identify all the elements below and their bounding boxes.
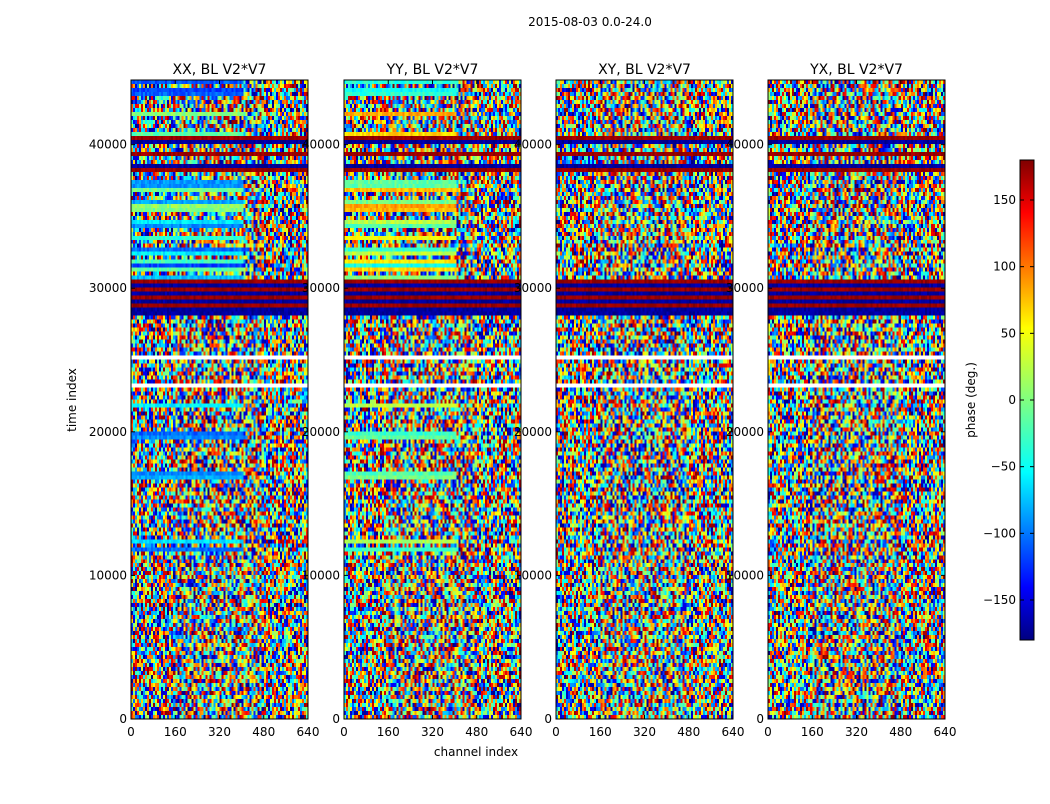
x-tick-label: 640 [510, 725, 533, 739]
y-tick-label: 40000 [89, 138, 127, 152]
colorbar-label: phase (deg.) [964, 362, 978, 438]
colorbar-tick-label: 150 [993, 193, 1016, 207]
x-tick-label: 320 [845, 725, 868, 739]
y-tick-label: 0 [544, 712, 552, 726]
panels-group: XX, BL V2*V7 0 160 320 480 640 0 10000 20000 3000… [89, 62, 957, 739]
y-tick-label: 10000 [89, 568, 127, 582]
panel-xy: XY, BL V2*V7 0 160 320 480 640 0 10000 20000 3000… [514, 62, 745, 739]
y-tick-label: 40000 [514, 138, 552, 152]
x-tick-label: 0 [340, 725, 348, 739]
y-tick-label: 0 [119, 712, 127, 726]
panel-title: YY, BL V2*V7 [386, 62, 479, 78]
colorbar-tick-label: 50 [1001, 326, 1016, 340]
x-tick-label: 160 [589, 725, 612, 739]
panel-title: YX, BL V2*V7 [809, 62, 903, 78]
panel-title: XY, BL V2*V7 [598, 62, 691, 78]
y-tick-label: 10000 [514, 568, 552, 582]
x-tick-label: 320 [633, 725, 656, 739]
x-tick-label: 160 [164, 725, 187, 739]
colorbar-tick-label: −150 [983, 593, 1016, 607]
y-tick-label: 10000 [302, 568, 340, 582]
colorbar-tick-label: 0 [1008, 393, 1016, 407]
colorbar-tick-label: −50 [991, 460, 1016, 474]
x-tick-label: 640 [297, 725, 320, 739]
figure-suptitle: 2015-08-03 0.0-24.0 [528, 15, 652, 29]
y-tick-label: 20000 [726, 425, 764, 439]
x-tick-label: 640 [934, 725, 957, 739]
y-tick-label: 0 [756, 712, 764, 726]
y-tick-label: 30000 [302, 281, 340, 295]
y-tick-label: 40000 [302, 138, 340, 152]
x-tick-label: 480 [889, 725, 912, 739]
x-tick-label: 0 [127, 725, 135, 739]
panel-yy: YY, BL V2*V7 0 160 320 480 640 0 10000 20000 3000… [302, 62, 533, 739]
x-tick-label: 160 [377, 725, 400, 739]
x-tick-label: 0 [552, 725, 560, 739]
x-tick-label: 480 [465, 725, 488, 739]
panel-xx: XX, BL V2*V7 0 160 320 480 640 0 10000 20000 3000… [89, 62, 320, 739]
panel-yx: YX, BL V2*V7 0 160 320 480 640 0 10000 20000 3000… [726, 62, 957, 739]
x-axis-label: channel index [434, 745, 518, 759]
heatmap-image [556, 80, 733, 719]
x-tick-label: 320 [208, 725, 231, 739]
x-tick-label: 320 [421, 725, 444, 739]
y-tick-label: 20000 [302, 425, 340, 439]
y-tick-label: 20000 [514, 425, 552, 439]
x-tick-label: 0 [764, 725, 772, 739]
x-tick-label: 160 [801, 725, 824, 739]
x-tick-label: 480 [677, 725, 700, 739]
colorbar-tick-label: −100 [983, 526, 1016, 540]
y-tick-label: 10000 [726, 568, 764, 582]
colorbar: −150 −100 −50 0 50 100 150 [983, 159, 1035, 641]
y-tick-label: 20000 [89, 425, 127, 439]
y-tick-label: 40000 [726, 138, 764, 152]
x-tick-label: 480 [252, 725, 275, 739]
y-tick-label: 30000 [514, 281, 552, 295]
y-tick-label: 0 [332, 712, 340, 726]
x-tick-label: 640 [722, 725, 745, 739]
colorbar-tick-label: 100 [993, 260, 1016, 274]
heatmap-image [131, 80, 308, 719]
y-tick-label: 30000 [726, 281, 764, 295]
panel-title: XX, BL V2*V7 [173, 62, 267, 78]
heatmap-image [768, 80, 945, 719]
y-axis-label: time index [65, 368, 79, 432]
y-tick-label: 30000 [89, 281, 127, 295]
heatmap-image [344, 80, 521, 719]
